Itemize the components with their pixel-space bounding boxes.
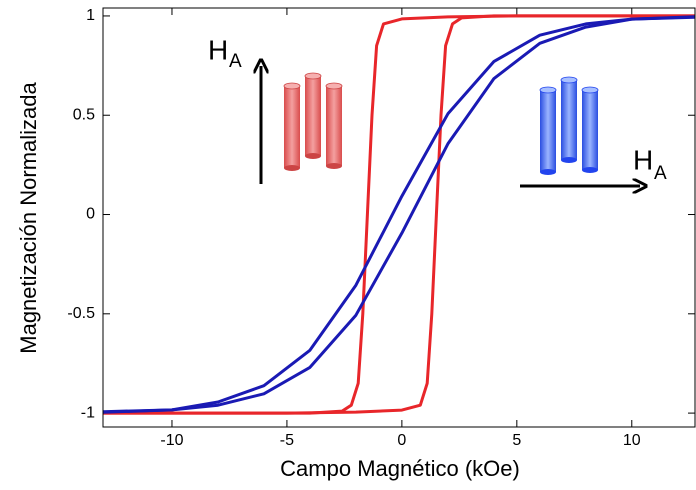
plot-frame (102, 7, 696, 428)
annotation-sub: A (654, 163, 667, 184)
curve (102, 15, 696, 414)
curve (102, 15, 696, 414)
y-tick-label: -1 (81, 404, 95, 421)
y-tick-label: -0.5 (67, 305, 95, 322)
x-tick-label: -10 (160, 432, 183, 449)
x-tick-label: 5 (512, 432, 521, 449)
x-tick-label: 10 (623, 432, 641, 449)
annotation-sub: A (229, 51, 242, 72)
y-tick-label: 1 (86, 7, 95, 24)
y-tick-label: 0 (86, 206, 95, 223)
y-axis-label: Magnetización Normalizada (16, 82, 41, 354)
annotation: H (208, 34, 228, 65)
curve (103, 14, 695, 415)
curve (103, 14, 695, 415)
red-nanowires (283, 72, 343, 171)
x-tick-label: -5 (280, 432, 294, 449)
blue-nanowires (539, 76, 599, 175)
annotation: H (633, 144, 653, 175)
x-tick-label: 0 (397, 432, 406, 449)
x-axis-label: Campo Magnético (kOe) (280, 456, 520, 481)
y-tick-label: 0.5 (73, 106, 95, 123)
